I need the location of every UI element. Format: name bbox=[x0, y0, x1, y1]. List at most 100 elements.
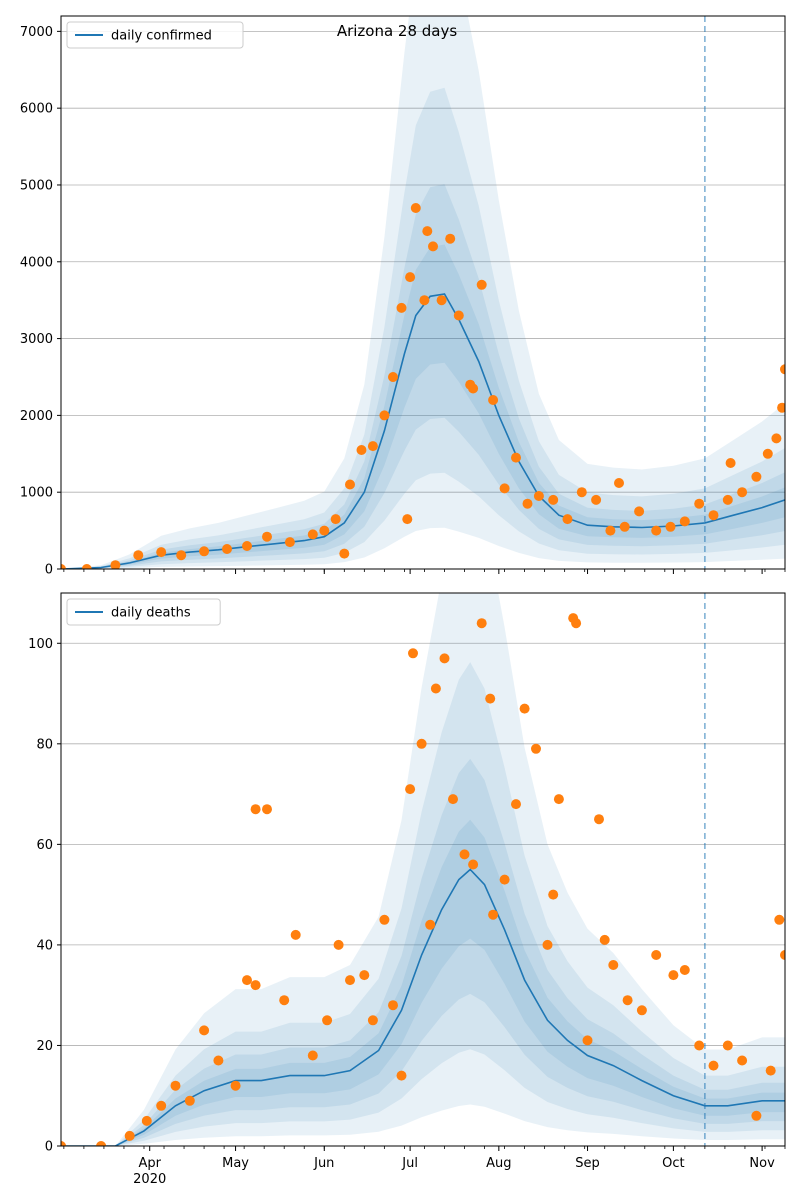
x-tick-label: Apr bbox=[138, 1156, 161, 1171]
y-tick-label: 0 bbox=[45, 1140, 53, 1155]
y-tick-label: 2000 bbox=[20, 409, 53, 424]
data-point bbox=[262, 804, 272, 815]
data-point bbox=[419, 295, 430, 306]
data-point bbox=[751, 1110, 762, 1121]
series-line bbox=[61, 868, 785, 1146]
confidence-band bbox=[61, 184, 785, 569]
confidence-band bbox=[61, 87, 785, 569]
data-point bbox=[396, 1070, 407, 1081]
data-point bbox=[124, 1130, 135, 1141]
data-point bbox=[511, 799, 521, 810]
data-point bbox=[780, 364, 785, 375]
data-point bbox=[468, 383, 479, 394]
confidence-band bbox=[61, 662, 785, 1146]
data-point bbox=[410, 203, 421, 213]
data-point bbox=[725, 458, 736, 468]
y-tick-label: 60 bbox=[36, 838, 53, 853]
data-point bbox=[96, 1141, 107, 1146]
y-tick-label: 1000 bbox=[20, 486, 53, 501]
data-point bbox=[582, 1035, 593, 1046]
data-point bbox=[422, 226, 433, 237]
data-point bbox=[679, 965, 690, 975]
x-tick-label: May bbox=[222, 1156, 249, 1171]
data-point bbox=[665, 521, 676, 532]
data-point bbox=[290, 929, 301, 940]
data-point bbox=[605, 525, 616, 536]
data-point bbox=[319, 525, 330, 536]
data-point bbox=[562, 514, 573, 525]
data-point bbox=[356, 445, 367, 455]
data-point bbox=[307, 1050, 318, 1061]
y-tick-label: 0 bbox=[45, 563, 53, 578]
data-point bbox=[405, 784, 416, 795]
series-line bbox=[61, 293, 785, 569]
data-point bbox=[242, 975, 252, 986]
data-point bbox=[388, 372, 398, 382]
data-point bbox=[708, 1060, 719, 1071]
plot-frame bbox=[60, 592, 786, 1147]
data-point bbox=[367, 441, 378, 452]
data-point bbox=[330, 514, 341, 525]
data-point bbox=[230, 1080, 241, 1091]
data-point bbox=[548, 494, 559, 505]
chart-title: Arizona 28 days bbox=[337, 22, 458, 40]
data-point bbox=[396, 302, 407, 313]
data-point bbox=[307, 529, 318, 540]
x-tick-label: Oct bbox=[662, 1156, 684, 1171]
data-point bbox=[141, 1115, 152, 1126]
data-point bbox=[694, 1040, 705, 1051]
data-point bbox=[511, 452, 521, 463]
data-point bbox=[777, 402, 785, 413]
x-tick-label: Sep bbox=[575, 1156, 600, 1171]
data-point bbox=[485, 693, 496, 704]
data-point bbox=[762, 448, 773, 459]
data-point bbox=[548, 889, 559, 900]
confirmed-chart: 0 1000 2000 3000 4000 5000 6000 7000 daily confi… bbox=[20, 15, 786, 578]
data-point bbox=[110, 560, 121, 569]
data-point bbox=[499, 874, 510, 885]
y-tick-label: 7000 bbox=[20, 25, 53, 40]
data-point bbox=[279, 995, 290, 1006]
data-point bbox=[242, 541, 252, 551]
y-tick-label: 4000 bbox=[20, 255, 53, 270]
data-point bbox=[634, 506, 645, 517]
data-point bbox=[619, 521, 630, 532]
data-point bbox=[284, 537, 295, 548]
data-point bbox=[488, 395, 499, 405]
data-point bbox=[250, 804, 261, 815]
data-point bbox=[222, 544, 232, 554]
data-point bbox=[445, 233, 456, 244]
data-point bbox=[751, 471, 762, 482]
data-point bbox=[476, 618, 487, 629]
confidence-band bbox=[61, 819, 785, 1146]
data-point bbox=[614, 478, 624, 488]
data-point bbox=[379, 410, 390, 421]
data-point bbox=[333, 939, 344, 950]
confidence-band bbox=[61, 16, 785, 569]
legend: daily deaths bbox=[66, 598, 221, 626]
data-point bbox=[608, 960, 619, 970]
data-point bbox=[339, 548, 350, 559]
data-point bbox=[488, 909, 499, 920]
legend-label: daily deaths bbox=[111, 606, 191, 621]
x-tick-label: 2020 bbox=[133, 1172, 166, 1187]
data-point bbox=[694, 498, 705, 509]
data-point bbox=[722, 494, 733, 505]
x-tick-label: Nov bbox=[749, 1156, 775, 1171]
data-point bbox=[367, 1015, 378, 1026]
data-point bbox=[737, 1055, 748, 1066]
data-point bbox=[531, 743, 541, 754]
data-point bbox=[262, 531, 272, 542]
data-point bbox=[250, 980, 261, 991]
data-point bbox=[533, 491, 544, 501]
x-tick-label: Jul bbox=[401, 1156, 418, 1171]
data-point bbox=[156, 547, 167, 558]
y-tick-label: 6000 bbox=[20, 102, 53, 117]
data-point bbox=[61, 564, 66, 569]
data-point bbox=[468, 859, 479, 870]
data-point bbox=[622, 995, 633, 1006]
confidence-band bbox=[61, 593, 785, 1146]
data-point bbox=[359, 970, 370, 981]
data-point bbox=[553, 794, 564, 805]
